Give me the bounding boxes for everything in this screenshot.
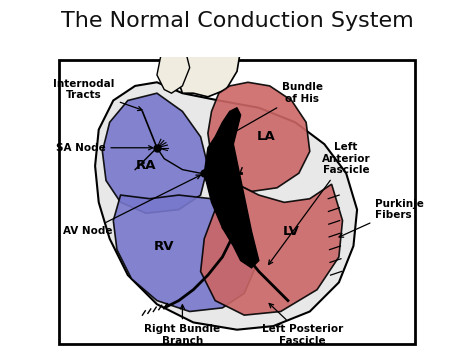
Text: Left Posterior
Fascicle: Left Posterior Fascicle (262, 304, 343, 346)
Text: Right Bundle
Branch: Right Bundle Branch (145, 305, 220, 346)
Text: LA: LA (257, 130, 275, 143)
Polygon shape (95, 82, 357, 330)
Text: Left
Anterior
Fascicle: Left Anterior Fascicle (269, 142, 371, 264)
Text: Bundle
of His: Bundle of His (230, 82, 323, 135)
Polygon shape (113, 195, 255, 312)
Text: Purkinje
Fibers: Purkinje Fibers (339, 199, 424, 237)
Polygon shape (102, 93, 208, 213)
Text: RA: RA (136, 159, 156, 173)
Polygon shape (175, 35, 241, 97)
Text: SA Node: SA Node (55, 143, 153, 153)
Polygon shape (204, 108, 259, 268)
Text: AV Node: AV Node (63, 175, 201, 236)
Text: The Normal Conduction System: The Normal Conduction System (61, 11, 413, 31)
Polygon shape (201, 184, 343, 315)
Text: RV: RV (154, 240, 174, 252)
Polygon shape (157, 50, 190, 93)
Text: LV: LV (283, 225, 300, 238)
Text: Internodal
Tracts: Internodal Tracts (54, 79, 142, 110)
Polygon shape (208, 82, 310, 191)
